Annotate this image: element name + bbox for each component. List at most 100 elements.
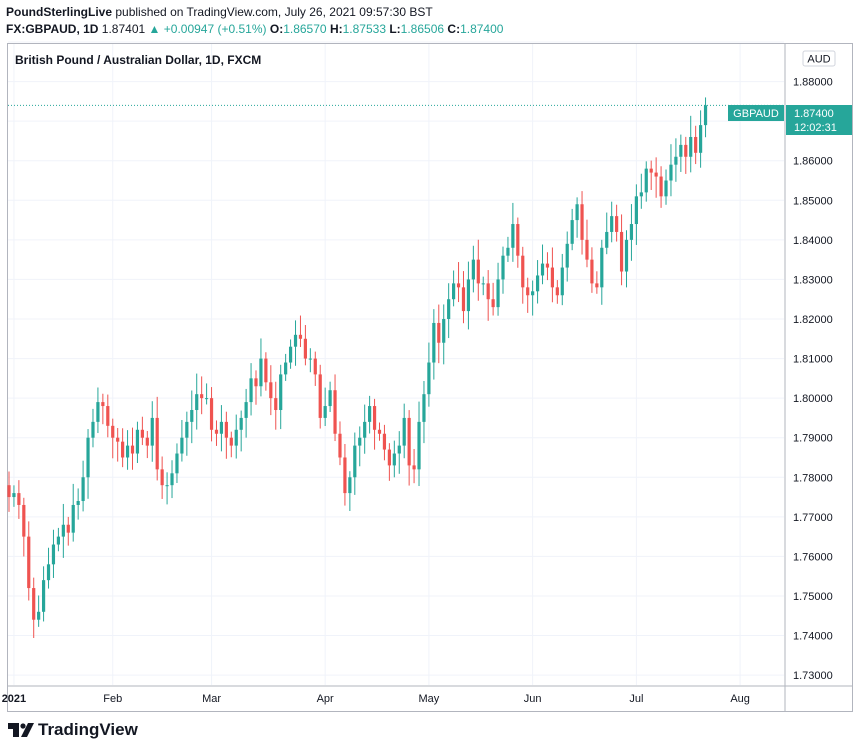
currency-badge-label: AUD (807, 54, 830, 66)
currency-badge[interactable]: AUD (802, 50, 836, 67)
candles-layer (7, 97, 708, 639)
price-tag-value: 1.87400 (794, 108, 834, 120)
candle-body (76, 501, 80, 505)
candle-body (323, 406, 327, 418)
price-axis: 1.73000 1.74000 1.75000 1.76000 1.77000 1.780… (793, 77, 833, 683)
candle-body (699, 125, 703, 153)
time-axis: 2021 Feb Mar Apr May Jun Jul Aug (2, 693, 750, 705)
candle-body (348, 477, 352, 494)
candle-body (689, 136, 693, 157)
close-value: 1.87400 (460, 22, 504, 36)
pane-title: British Pound / Australian Dollar, 1D, F… (15, 53, 262, 67)
last-price: 1.87401 (101, 22, 146, 36)
candle-body (17, 493, 21, 505)
candle-body (372, 406, 377, 430)
candle-body (135, 429, 140, 454)
candle-body (382, 433, 387, 450)
open-label: O: (269, 22, 284, 36)
candle-body (521, 255, 525, 288)
y-tick-label: 1.83000 (793, 274, 833, 286)
candle-body (649, 168, 653, 173)
candle-body (308, 358, 312, 360)
candle-body (422, 394, 426, 422)
candle-body (214, 429, 219, 434)
candle-body (481, 283, 485, 285)
price-tag-countdown: 12:02:31 (794, 122, 837, 134)
y-tick-label: 1.88000 (793, 77, 833, 89)
candle-body (234, 429, 238, 446)
symbol-label[interactable]: FX:GBPAUD, 1D (6, 22, 99, 36)
candle-body (121, 441, 125, 458)
candle-body (684, 144, 688, 157)
candle-body (486, 283, 490, 300)
candle-body (180, 437, 184, 454)
high-value: 1.87533 (342, 22, 386, 36)
candle-body (244, 402, 248, 418)
candle-body (466, 279, 471, 312)
y-tick-label: 1.77000 (793, 512, 833, 524)
y-tick-label: 1.81000 (793, 354, 833, 366)
high-label: H: (329, 22, 343, 36)
candle-body (86, 437, 90, 478)
candle-body (377, 429, 382, 434)
candle-body (56, 536, 60, 545)
tradingview-logo-icon (8, 723, 34, 737)
candle-body (254, 378, 258, 387)
x-tick-label: Apr (317, 693, 334, 705)
candle-body (41, 580, 46, 612)
candle-body (506, 247, 510, 256)
x-tick-label: Feb (103, 693, 122, 705)
candle-body (264, 358, 268, 383)
candle-body (452, 283, 456, 300)
candle-body (501, 255, 505, 280)
candle-body (195, 394, 199, 411)
candle-body (96, 402, 100, 422)
candle-body (259, 358, 263, 387)
y-tick-label: 1.85000 (793, 195, 833, 207)
candle-body (219, 421, 224, 434)
publisher-name[interactable]: PoundSterlingLive (6, 5, 113, 19)
change-value: +0.00947 (+0.51%) (163, 22, 267, 36)
candle-body (590, 259, 594, 284)
candle-body (694, 136, 698, 153)
ohlc-legend: FX:GBPAUD, 1D 1.87401 ▲ +0.00947 (+0.51%… (6, 22, 503, 36)
candle-body (293, 334, 298, 347)
tradingview-logo[interactable]: TradingView (8, 720, 138, 740)
close-label: C: (447, 22, 461, 36)
candle-body (397, 445, 401, 454)
candle-body (338, 433, 342, 458)
candle-body (328, 390, 332, 407)
candle-body (209, 398, 214, 430)
candle-body (274, 398, 278, 411)
candle-body (249, 378, 253, 403)
publish-line: PoundSterlingLive published on TradingVi… (6, 5, 433, 19)
candle-body (679, 144, 683, 157)
candle-body (703, 105, 708, 126)
candle-body (674, 156, 678, 165)
candle-body (550, 267, 554, 288)
open-value: 1.86570 (283, 22, 327, 36)
candle-body (170, 473, 174, 486)
change-up-icon: ▲ (148, 22, 161, 36)
candle-body (402, 417, 406, 446)
candle-body (363, 421, 367, 438)
candle-body (81, 477, 85, 502)
candle-body (313, 358, 317, 375)
candle-body (624, 239, 629, 272)
candle-body (116, 437, 120, 442)
y-tick-label: 1.75000 (793, 591, 833, 603)
candle-body (491, 299, 495, 308)
candle-body (279, 374, 283, 411)
candle-body (585, 239, 589, 260)
candle-body (190, 410, 194, 422)
candle-body (432, 322, 436, 363)
x-tick-label: Jun (524, 693, 542, 705)
candle-body (353, 445, 357, 478)
candle-body (165, 485, 169, 487)
candle-body (298, 334, 303, 339)
candle-body (669, 164, 673, 181)
candle-body (565, 243, 569, 268)
candle-body (229, 437, 233, 446)
candle-body (358, 437, 362, 446)
